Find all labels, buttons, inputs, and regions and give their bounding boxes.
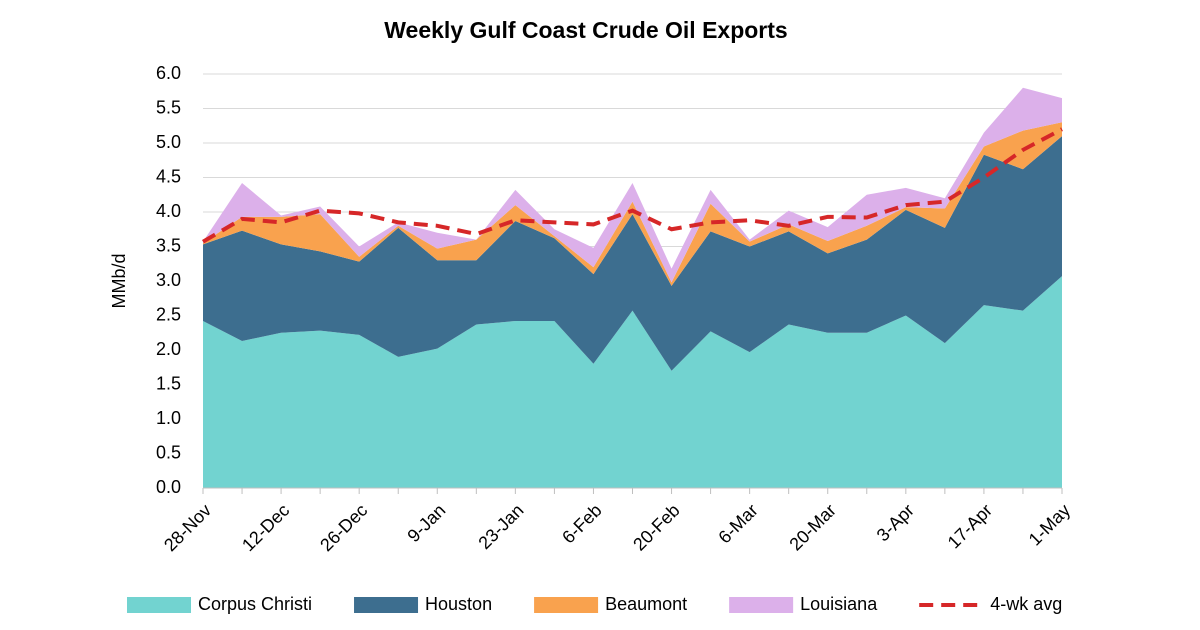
x-tick-label: 12-Dec (238, 500, 293, 555)
y-tick-label: 3.0 (156, 270, 181, 290)
area (203, 87, 1062, 283)
y-tick-label: 5.0 (156, 132, 181, 152)
y-axis-label: MMb/d (109, 253, 129, 308)
x-tick-label: 26-Dec (316, 500, 371, 555)
x-tick-label: 6-Mar (714, 500, 761, 547)
y-tick-label: 4.0 (156, 201, 181, 221)
x-tick-label: 17-Apr (944, 500, 996, 552)
x-tick-label: 28-Nov (160, 500, 215, 555)
x-tick-label: 3-Apr (873, 500, 918, 545)
y-tick-label: 2.0 (156, 339, 181, 359)
chart-title: Weekly Gulf Coast Crude Oil Exports (384, 17, 787, 43)
y-tick-label: 3.5 (156, 235, 181, 255)
legend-label: 4-wk avg (990, 594, 1062, 614)
legend-label: Corpus Christi (198, 594, 312, 614)
area (203, 136, 1062, 371)
x-tick-label: 9-Jan (403, 500, 449, 546)
x-tick-label: 23-Jan (474, 500, 527, 553)
y-tick-label: 1.0 (156, 408, 181, 428)
legend-swatch (729, 597, 794, 613)
y-tick-label: 6.0 (156, 63, 181, 83)
legend-swatch (127, 597, 191, 613)
legend-swatch (354, 597, 419, 613)
x-tick-label: 1-May (1025, 500, 1075, 550)
y-tick-label: 2.5 (156, 304, 181, 324)
y-tick-label: 1.5 (156, 373, 181, 393)
y-tick-label: 0.0 (156, 477, 181, 497)
legend-label: Beaumont (605, 594, 687, 614)
x-tick-label: 20-Feb (629, 500, 683, 554)
avg-line (201, 127, 1063, 244)
y-tick-label: 0.5 (156, 442, 181, 462)
legend-label: Louisiana (800, 594, 878, 614)
x-tick-label: 6-Feb (558, 500, 605, 547)
area (203, 276, 1062, 488)
legend-swatch (534, 597, 599, 613)
legend-label: Houston (425, 594, 492, 614)
y-tick-label: 5.5 (156, 97, 181, 117)
y-tick-label: 4.5 (156, 166, 181, 186)
area (203, 122, 1062, 286)
x-tick-label: 20-Mar (785, 500, 839, 554)
